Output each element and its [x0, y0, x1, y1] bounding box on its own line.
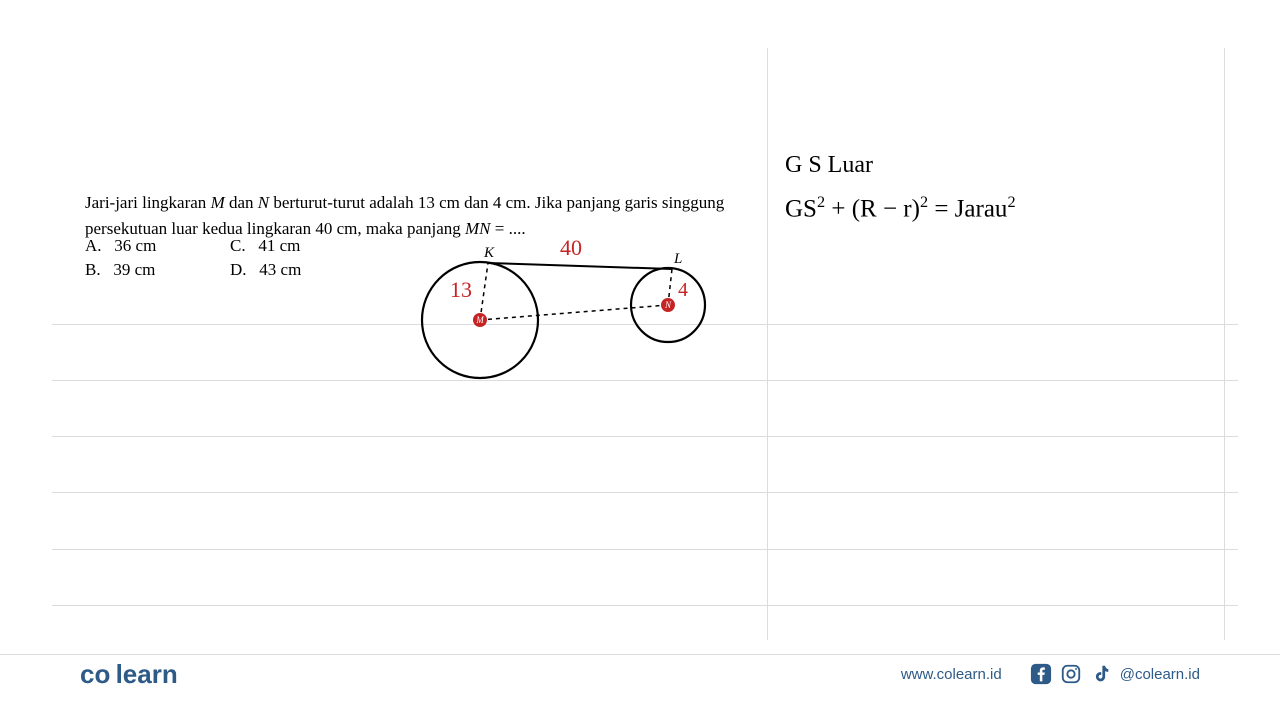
label-k: K	[483, 245, 495, 261]
rule-line	[52, 436, 1238, 437]
worksheet-page: Jari-jari lingkaran M dan N berturut-tur…	[0, 0, 1280, 720]
rule-line	[52, 549, 1238, 550]
rule-vline	[767, 48, 768, 640]
q-text: Jari-jari lingkaran	[85, 193, 211, 212]
label-n: N	[664, 300, 672, 310]
handwriting-line1: G S Luar	[785, 150, 873, 181]
annotation-40: 40	[560, 235, 582, 261]
rule-vline	[1224, 48, 1225, 640]
q-text: dan	[225, 193, 258, 212]
radius-m	[480, 263, 488, 320]
annotation-4: 4	[678, 279, 688, 302]
tiktok-icon	[1090, 663, 1112, 685]
label-l: L	[673, 251, 682, 267]
handwriting-line2: GS2 + (R − r)2 = Jarau2	[785, 192, 1016, 226]
social-links: @colearn.id	[1030, 663, 1200, 685]
two-circles-diagram: K L M N 13 4 40	[420, 225, 730, 385]
logo: co learn	[80, 659, 178, 690]
instagram-icon	[1060, 663, 1082, 685]
social-handle: @colearn.id	[1120, 666, 1200, 683]
option-b: B. 39 cm	[85, 260, 230, 280]
label-m: M	[475, 315, 484, 325]
footer-url: www.colearn.id	[901, 666, 1002, 683]
option-d: D. 43 cm	[230, 260, 301, 280]
q-text: persekutuan luar kedua lingkaran 40 cm, …	[85, 219, 465, 238]
q-var-M: M	[211, 193, 225, 212]
center-line	[480, 305, 668, 320]
q-text: berturut-turut adalah 13 cm dan 4 cm. Ji…	[269, 193, 724, 212]
option-a: A. 36 cm	[85, 236, 230, 256]
tangent-line	[488, 263, 672, 269]
facebook-icon	[1030, 663, 1052, 685]
q-var-N: N	[258, 193, 269, 212]
rule-line	[0, 654, 1280, 655]
annotation-13: 13	[450, 277, 472, 303]
rule-line	[52, 492, 1238, 493]
option-c: C. 41 cm	[230, 236, 300, 256]
answer-options: A. 36 cm C. 41 cm B. 39 cm D. 43 cm	[85, 236, 301, 284]
rule-line	[52, 605, 1238, 606]
footer: co learn www.colearn.id @colearn.id	[0, 656, 1280, 692]
